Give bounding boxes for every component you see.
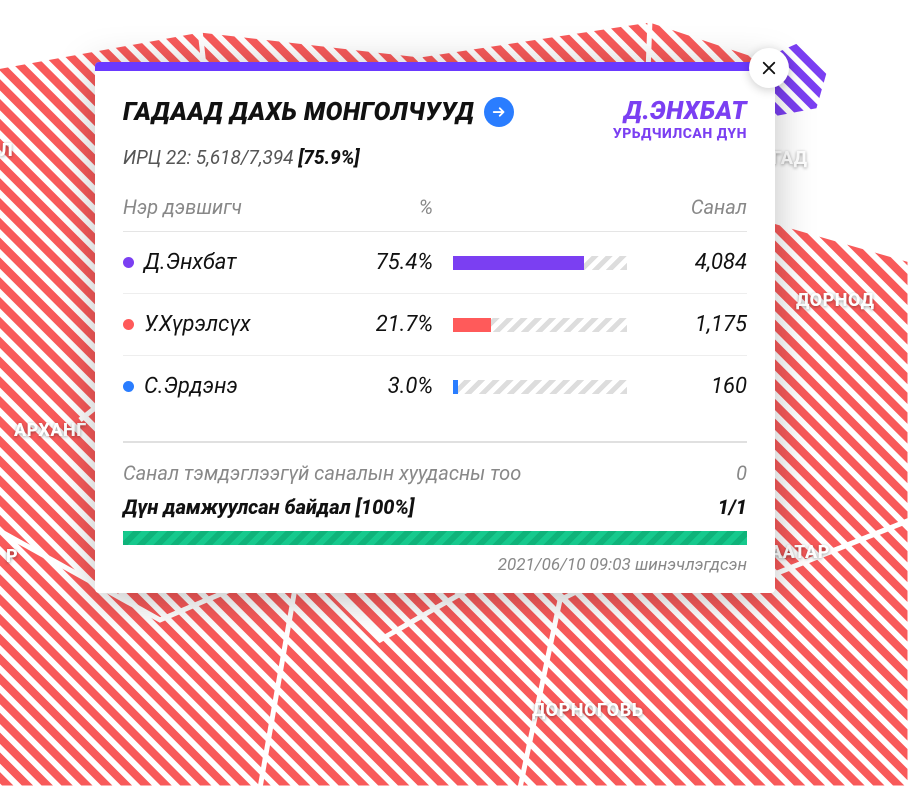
- candidate-color-dot: [123, 381, 134, 392]
- candidate-row: С.Эрдэнэ3.0% 160: [123, 356, 747, 417]
- reporting-progress: [123, 531, 747, 545]
- blank-ballots-value: 0: [736, 461, 747, 485]
- reporting-label: Дүн дамжуулсан байдал [100%]: [123, 495, 414, 519]
- blank-ballots-label: Санал тэмдэглээгүй саналын хуудасны тоо: [123, 461, 521, 485]
- turnout-stats: ИРЦ 22: 5,618/7,394 [75.9%]: [123, 146, 747, 169]
- candidate-color-dot: [123, 319, 134, 330]
- arrow-right-icon: [490, 103, 508, 121]
- candidate-bar-fill: [453, 256, 584, 270]
- candidate-votes: 1,175: [627, 312, 747, 337]
- candidate-name: У.Хүрэлсүх: [123, 312, 333, 337]
- candidate-percent: 21.7%: [333, 312, 433, 337]
- reporting-value: 1/1: [718, 495, 747, 519]
- candidate-name: С.Эрдэнэ: [123, 374, 333, 399]
- candidate-bar: [453, 380, 627, 394]
- divider: [123, 441, 747, 443]
- col-header-pct: %: [333, 195, 433, 219]
- candidate-percent: 75.4%: [333, 250, 433, 275]
- candidate-votes: 160: [627, 374, 747, 399]
- details-arrow-button[interactable]: [484, 97, 514, 127]
- card-title: ГАДААД ДАХЬ МОНГОЛЧУУД: [123, 98, 474, 127]
- candidate-name: Д.Энхбат: [123, 250, 333, 275]
- candidate-bar: [453, 318, 627, 332]
- candidate-bar-fill: [453, 318, 491, 332]
- results-table-header: Нэр дэвшигч % Санал: [123, 195, 747, 232]
- candidate-percent: 3.0%: [333, 374, 433, 399]
- candidate-row: У.Хүрэлсүх21.7% 1,175: [123, 294, 747, 356]
- close-button[interactable]: [749, 48, 789, 88]
- results-card: ГАДААД ДАХЬ МОНГОЛЧУУД Д.ЭНХБАТ УРЬДЧИЛС…: [95, 62, 775, 593]
- candidate-color-dot: [123, 257, 134, 268]
- winner-sublabel: УРЬДЧИЛСАН ДҮН: [613, 126, 747, 142]
- candidate-bar-fill: [453, 380, 458, 394]
- close-icon: [760, 59, 778, 77]
- col-header-votes: Санал: [627, 195, 747, 219]
- candidate-bar: [453, 256, 627, 270]
- winner-name: Д.ЭНХБАТ: [613, 97, 747, 126]
- updated-timestamp: 2021/06/10 09:03 шинэчлэгдсэн: [123, 555, 747, 575]
- reporting-progress-fill: [123, 531, 747, 545]
- candidate-row: Д.Энхбат75.4% 4,084: [123, 232, 747, 294]
- card-accent-stripe: [95, 62, 775, 71]
- candidate-votes: 4,084: [627, 250, 747, 275]
- turnout-prefix: ИРЦ 22: 5,618/7,394: [123, 146, 294, 169]
- col-header-name: Нэр дэвшигч: [123, 195, 333, 219]
- turnout-percent: [75.9%]: [298, 146, 359, 169]
